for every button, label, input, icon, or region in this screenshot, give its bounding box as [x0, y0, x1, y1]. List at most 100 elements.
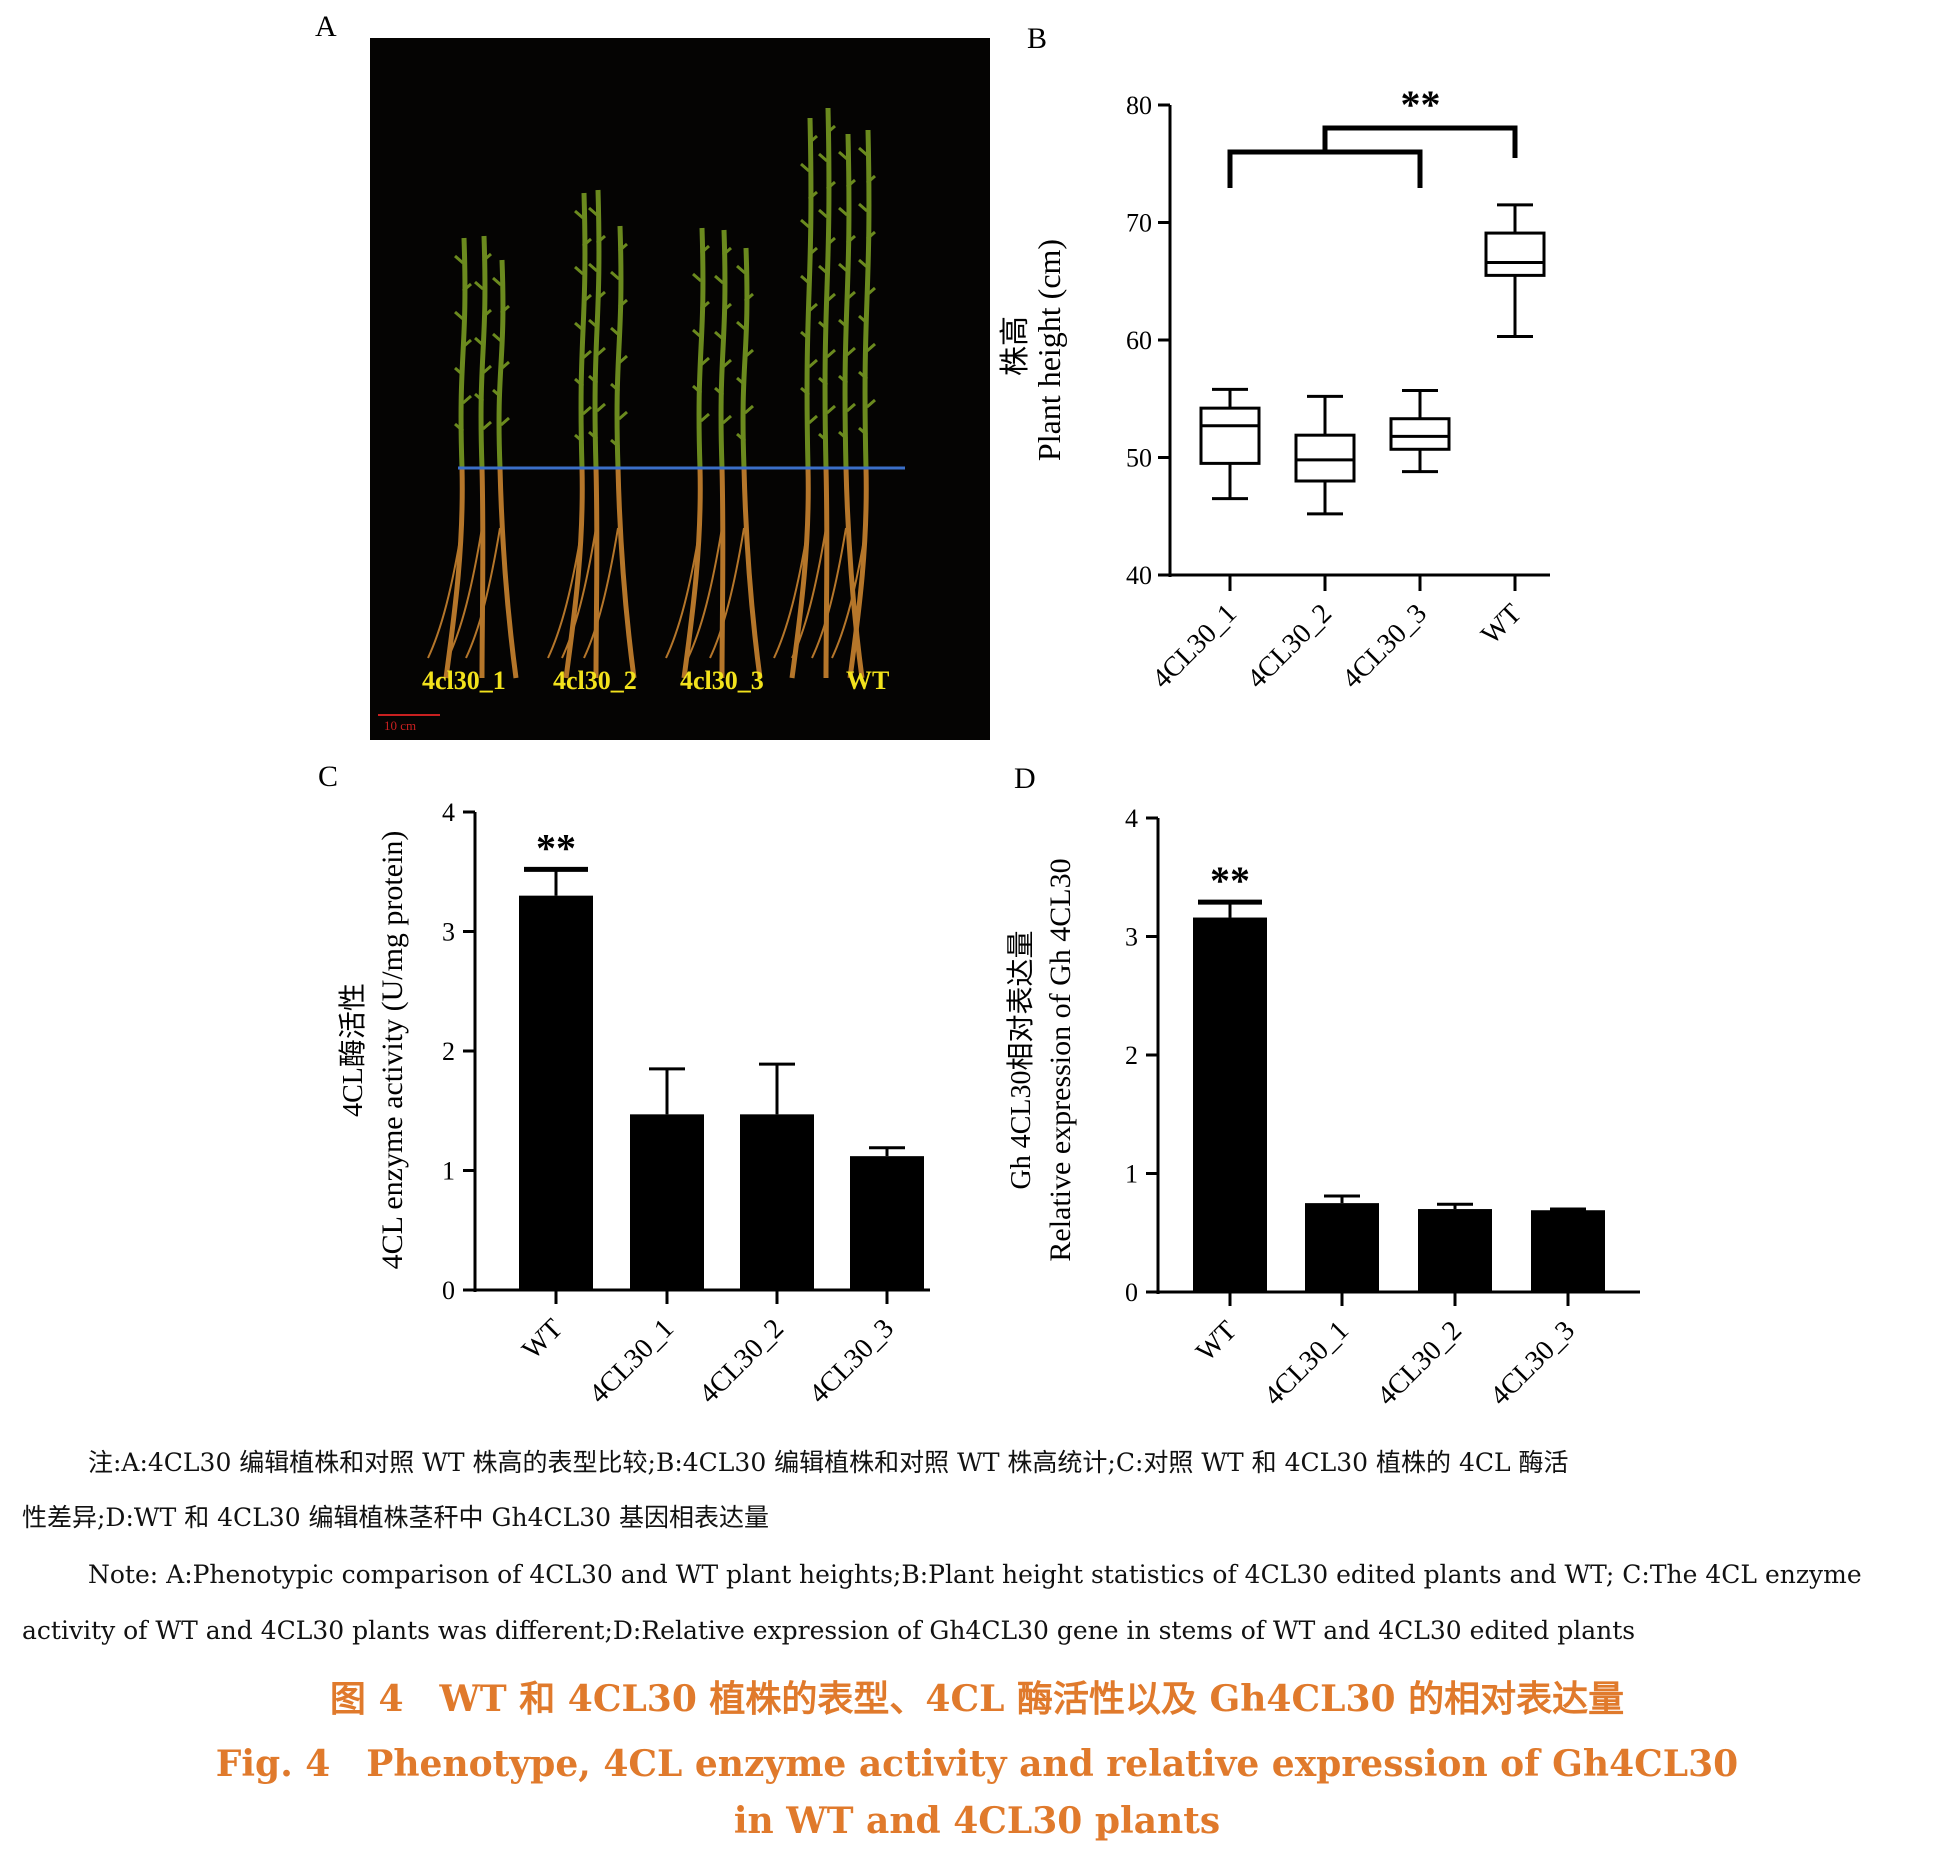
stem-node — [800, 218, 810, 229]
stem-node — [744, 292, 754, 303]
panel-label-d: D — [1014, 762, 1036, 795]
stem-node — [808, 302, 818, 313]
box — [1389, 417, 1451, 451]
stem-node — [582, 293, 592, 304]
x-tick-label: 4CL30_2 — [1241, 598, 1338, 695]
y-tick-label: 4 — [442, 798, 455, 827]
stem-node — [838, 430, 848, 441]
stem-node — [866, 286, 876, 297]
plant-stem — [496, 259, 506, 469]
plant-label-4cl30-1: 4cl30_1 — [422, 666, 506, 695]
plant-root — [847, 467, 869, 679]
stem-node — [818, 432, 828, 443]
stem-node — [736, 376, 746, 387]
plant-root — [719, 467, 726, 679]
stem-node — [846, 234, 856, 245]
stem-node — [500, 360, 510, 371]
stem-node — [610, 326, 620, 337]
y-tick-label: 50 — [1126, 444, 1152, 473]
y-axis-label-zh: 株高 — [999, 316, 1032, 376]
stem-node — [714, 274, 724, 285]
stem-node — [454, 366, 464, 377]
y-tick-label: 1 — [442, 1157, 455, 1186]
stem-node — [574, 265, 584, 276]
x-tick-label: WT — [516, 1313, 569, 1366]
figure-title-en-line-2: in WT and 4CL30 plants — [733, 1800, 1221, 1842]
plant-root — [789, 467, 811, 679]
stem-node — [700, 412, 710, 423]
plant-stem — [862, 129, 872, 469]
plant-stem — [822, 107, 832, 469]
stem-node — [582, 237, 592, 248]
stem-node — [826, 236, 836, 247]
x-tick-label: 4CL30_3 — [1336, 598, 1433, 695]
bar — [850, 1156, 924, 1290]
stem-node — [858, 370, 868, 381]
stem-node — [826, 404, 836, 415]
lateral-root — [665, 527, 701, 659]
stem-node — [826, 292, 836, 303]
y-tick-label: 4 — [1125, 804, 1138, 833]
y-tick-label: 2 — [1125, 1041, 1138, 1070]
stem-node — [858, 314, 868, 325]
stem-node — [808, 358, 818, 369]
panel-label-a: A — [315, 10, 337, 43]
plant-root — [593, 467, 600, 679]
stem-node — [808, 134, 818, 145]
x-tick-label: WT — [1475, 598, 1528, 651]
stem-node — [492, 332, 502, 343]
stem-node — [800, 330, 810, 341]
stem-node — [618, 298, 628, 309]
stem-node — [618, 354, 628, 365]
plant-phenotype-photo: 4cl30_1 4cl30_2 4cl30_3 WT 10 cm — [370, 38, 990, 740]
lateral-root — [547, 527, 583, 659]
note-zh-line-1: 注:A:4CL30 编辑植株和对照 WT 株高的表型比较;B:4CL30 编辑植… — [88, 1448, 1569, 1477]
stem-node — [858, 426, 868, 437]
x-tick-label: 4CL30_1 — [1258, 1315, 1355, 1412]
panel-label-c: C — [318, 760, 339, 793]
lateral-root — [447, 527, 483, 659]
stem-node — [846, 178, 856, 189]
stem-node — [692, 328, 702, 339]
stem-node — [588, 206, 598, 217]
stem-node — [722, 358, 732, 369]
stem-node — [700, 244, 710, 255]
stem-node — [722, 414, 732, 425]
lateral-root — [583, 527, 619, 659]
stem-node — [588, 374, 598, 385]
plant-label-4cl30-2: 4cl30_2 — [553, 666, 637, 695]
stem-node — [838, 206, 848, 217]
stem-node — [818, 152, 828, 163]
stem-node — [818, 264, 828, 275]
stem-node — [866, 174, 876, 185]
box — [1199, 406, 1261, 465]
stem-node — [482, 308, 492, 319]
figure-title-zh: 图 4 WT 和 4CL30 植株的表型、4CL 酶活性以及 Gh4CL30 的… — [329, 1678, 1625, 1720]
stem-node — [596, 234, 606, 245]
stem-node — [574, 209, 584, 220]
significance-marker: ** — [536, 825, 576, 870]
bar — [1418, 1209, 1492, 1292]
x-tick-label: 4CL30_2 — [1371, 1315, 1468, 1412]
scale-bar — [378, 714, 440, 716]
plant-stem — [718, 229, 728, 469]
y-tick-label: 3 — [442, 918, 455, 947]
stem-node — [582, 349, 592, 360]
stem-node — [838, 318, 848, 329]
lateral-root — [811, 527, 847, 659]
stem-node — [474, 280, 484, 291]
plant-stem — [458, 237, 468, 469]
stem-node — [722, 246, 732, 257]
y-tick-label: 40 — [1126, 561, 1152, 590]
y-tick-label: 0 — [442, 1276, 455, 1305]
stem-node — [858, 258, 868, 269]
stem-node — [692, 272, 702, 283]
significance-marker: ** — [1401, 82, 1441, 127]
bar — [630, 1114, 704, 1290]
bar — [519, 895, 593, 1290]
bar — [1193, 917, 1267, 1292]
x-tick-label: 4CL30_2 — [693, 1313, 790, 1410]
plant-root — [823, 467, 830, 679]
bar — [740, 1114, 814, 1290]
